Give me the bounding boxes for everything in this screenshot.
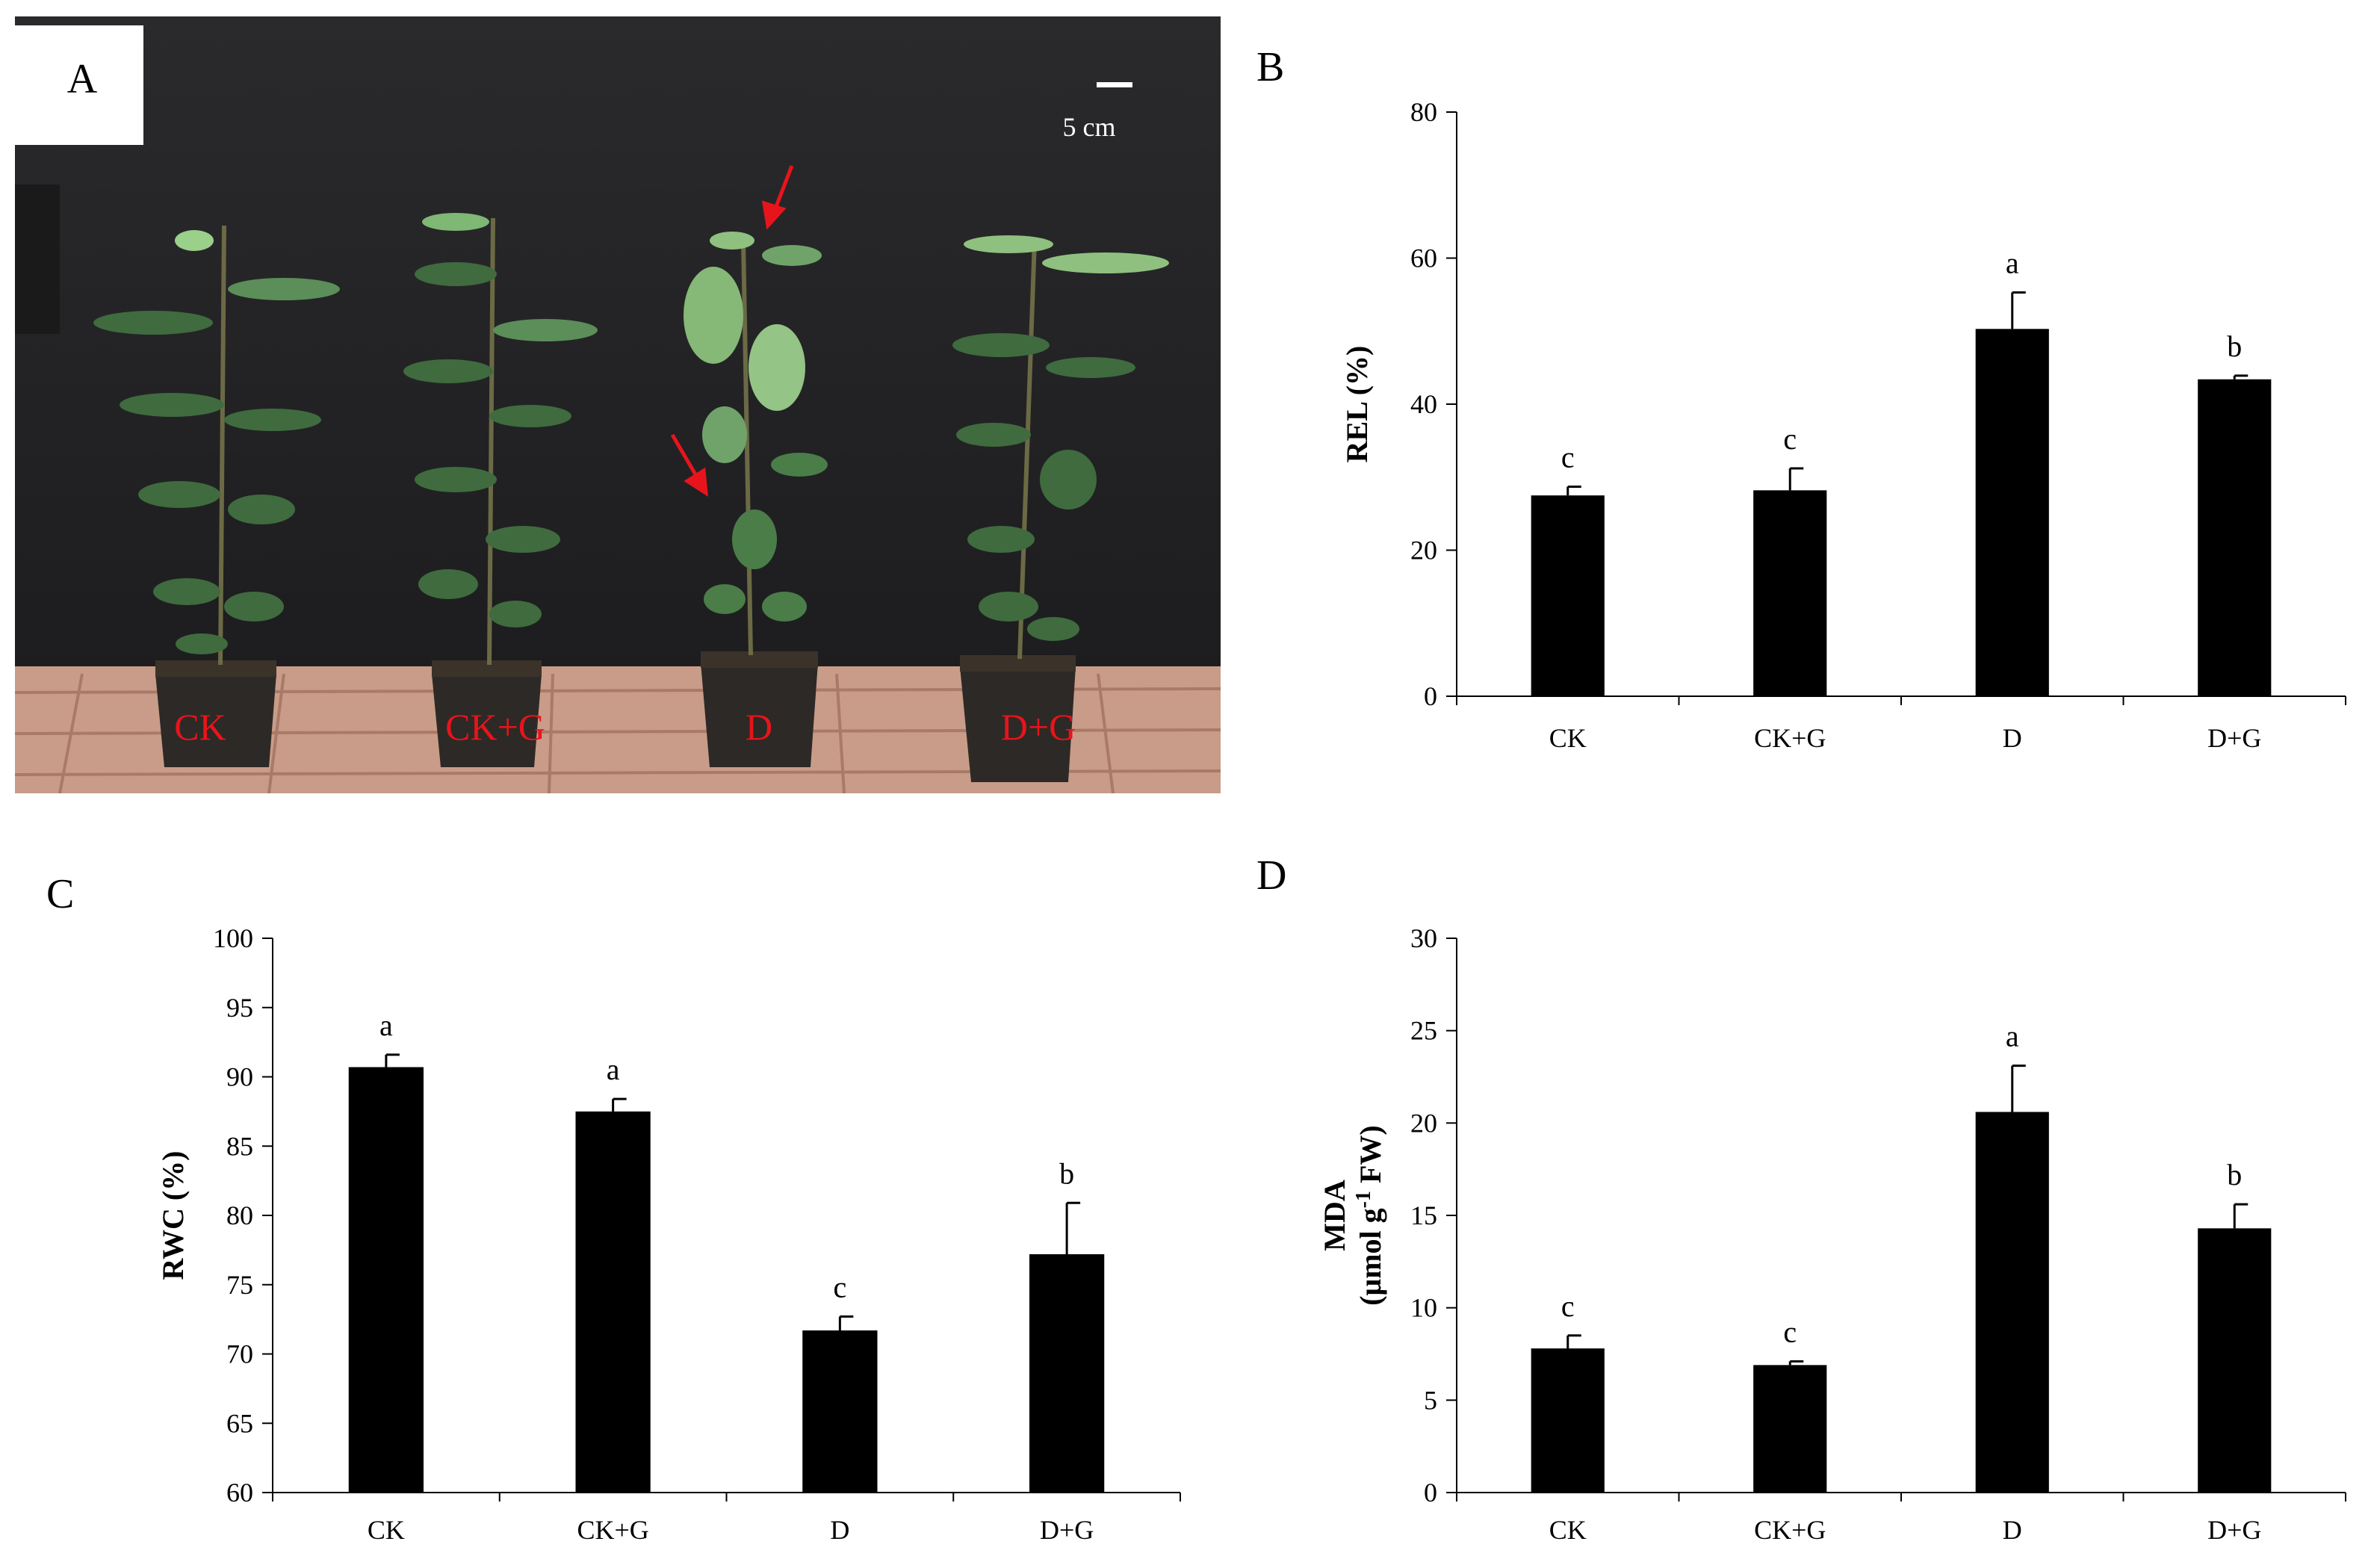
- bar: [2198, 379, 2272, 696]
- backdrop-dark-patch: [15, 185, 60, 334]
- category-label: D+G: [2207, 723, 2261, 753]
- scale-bar: [1097, 82, 1132, 87]
- y-tick-label: 0: [1424, 681, 1437, 711]
- category-label: CK+G: [1754, 723, 1826, 753]
- significance-label: b: [1059, 1156, 1074, 1190]
- significance-label: b: [2227, 1158, 2242, 1192]
- plant-label-ck: CK: [174, 706, 226, 748]
- panel-a-letter: A: [67, 56, 98, 102]
- bar: [1531, 1348, 1605, 1493]
- y-tick-label: 80: [1410, 97, 1437, 127]
- y-tick-label: 5: [1424, 1385, 1437, 1415]
- photo-panel: 5 cm A CK CK+G D D+G: [15, 16, 1221, 793]
- bar: [1753, 1365, 1827, 1493]
- y-axis-title: RWC (%): [156, 1150, 190, 1280]
- bar: [802, 1330, 878, 1493]
- y-axis-title: MDA: [1318, 1180, 1351, 1251]
- y-tick-label: 65: [226, 1408, 253, 1438]
- plant-d-g: [952, 235, 1169, 782]
- bar: [1029, 1254, 1105, 1493]
- plant-ck: [93, 225, 340, 767]
- category-label: D+G: [2207, 1515, 2261, 1545]
- y-axis-title-unit: (μmol g-1 FW): [1352, 1125, 1387, 1306]
- bar: [1975, 329, 2049, 696]
- significance-label: c: [1783, 1315, 1797, 1348]
- plant-label-d: D: [746, 706, 772, 748]
- category-label: CK: [1549, 1515, 1587, 1545]
- y-tick-label: 95: [226, 993, 253, 1023]
- y-tick-label: 20: [1410, 1108, 1437, 1138]
- bar: [1975, 1112, 2049, 1493]
- bar: [348, 1067, 424, 1493]
- category-label: CK+G: [1754, 1515, 1826, 1545]
- significance-label: c: [833, 1270, 846, 1304]
- plant-ck-g: [403, 213, 598, 767]
- y-tick-label: 60: [1410, 244, 1437, 273]
- panel-d-letter: D: [1256, 852, 1287, 899]
- plant-label-d-g: D+G: [1001, 706, 1076, 748]
- bar: [575, 1111, 651, 1493]
- panel-b-letter: B: [1256, 44, 1285, 90]
- significance-label: c: [1561, 1289, 1575, 1323]
- y-tick-label: 100: [213, 923, 253, 953]
- plant-label-ck-g: CK+G: [445, 706, 545, 748]
- plant-photo: 5 cm A CK CK+G D D+G: [15, 16, 1221, 793]
- significance-label: a: [2006, 246, 2019, 279]
- bar: [1531, 495, 1605, 696]
- y-tick-label: 60: [226, 1478, 253, 1507]
- category-label: D: [830, 1515, 849, 1545]
- y-axis-title: REL (%): [1340, 346, 1374, 463]
- y-tick-label: 75: [226, 1270, 253, 1300]
- category-label: D+G: [1040, 1515, 1094, 1545]
- scale-bar-label: 5 cm: [1063, 112, 1116, 142]
- y-tick-label: 15: [1410, 1200, 1437, 1230]
- y-tick-label: 25: [1410, 1016, 1437, 1046]
- rel-bar-chart: 0 20 40 60 80 c CK c CK+G a Db D+G REL (%): [1340, 97, 2346, 753]
- significance-label: a: [379, 1008, 393, 1042]
- category-label: CK: [1549, 723, 1587, 753]
- mda-bar-chart: 0 5 10 15 20 25 30 c CK c CK+G a Db D+G MDA (μmol g-1 F…: [1318, 923, 2346, 1545]
- bar: [2198, 1228, 2272, 1493]
- rwc-bar-chart: 60 65 70 75 80 85 90 95 100 a CK a CK+G c Db D+G RWC (%): [156, 923, 1181, 1545]
- y-tick-label: 30: [1410, 923, 1437, 953]
- significance-label: a: [607, 1053, 620, 1086]
- bar: [1753, 490, 1827, 696]
- y-tick-label: 40: [1410, 389, 1437, 419]
- significance-label: a: [2006, 1020, 2019, 1053]
- panel-a-box: [15, 25, 143, 145]
- category-label: D: [2003, 1515, 2022, 1545]
- y-tick-label: 10: [1410, 1293, 1437, 1323]
- category-label: CK+G: [577, 1515, 648, 1545]
- red-arrow-lower: [670, 433, 709, 497]
- significance-label: c: [1561, 440, 1575, 474]
- y-tick-label: 80: [226, 1200, 253, 1230]
- red-arrow-upper: [761, 165, 794, 230]
- y-tick-label: 70: [226, 1339, 253, 1369]
- y-tick-label: 0: [1424, 1478, 1437, 1507]
- significance-label: c: [1783, 422, 1797, 456]
- plant-d: [684, 232, 828, 767]
- y-tick-label: 20: [1410, 536, 1437, 565]
- category-label: CK: [368, 1515, 405, 1545]
- category-label: D: [2003, 723, 2022, 753]
- y-tick-label: 90: [226, 1062, 253, 1092]
- y-tick-label: 85: [226, 1131, 253, 1161]
- panel-c-letter: C: [46, 871, 75, 917]
- significance-label: b: [2227, 329, 2242, 363]
